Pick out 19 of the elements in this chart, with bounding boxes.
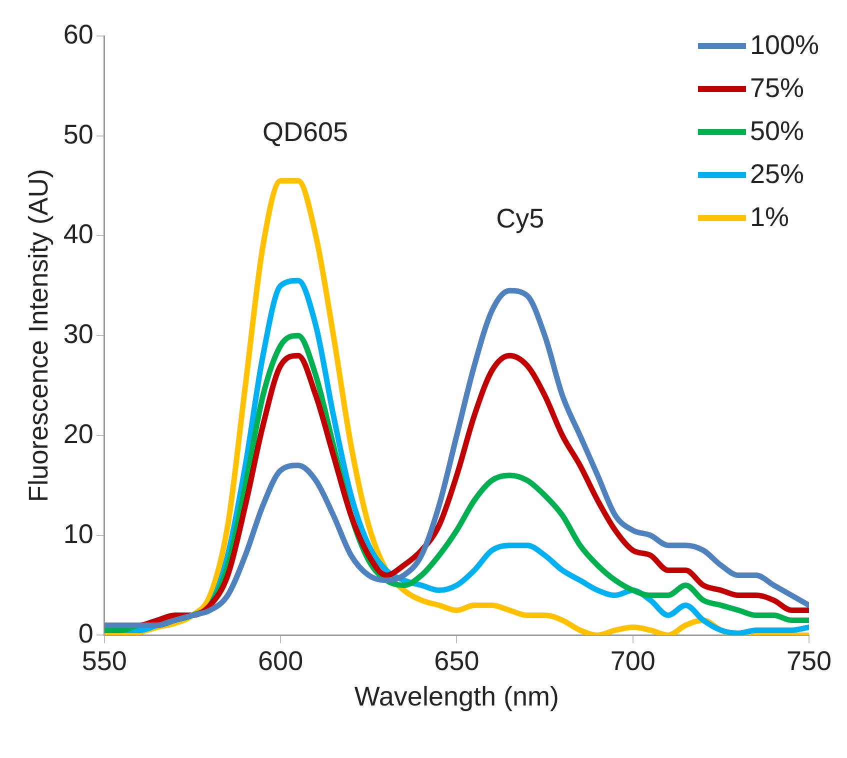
x-tick-label: 750: [786, 646, 832, 676]
y-tick-label: 20: [63, 418, 94, 449]
x-tick-label: 650: [434, 646, 480, 676]
legend-label: 25%: [750, 159, 804, 190]
annotation: Cy5: [496, 204, 544, 234]
x-tick-label: 600: [258, 646, 304, 676]
y-tick-label: 50: [63, 119, 94, 150]
legend-label: 100%: [750, 30, 820, 61]
legend-label: 1%: [750, 202, 790, 233]
legend-label: 75%: [750, 73, 804, 104]
annotation: QD605: [262, 116, 348, 147]
y-tick-label: 40: [63, 219, 94, 250]
y-axis-title: Fluorescence Intensity (AU): [24, 169, 54, 502]
x-axis-title: Wavelength (nm): [354, 681, 560, 712]
x-tick-label: 700: [610, 646, 656, 676]
y-tick-label: 10: [63, 518, 94, 549]
y-tick-label: 30: [63, 319, 94, 350]
legend-label: 50%: [750, 116, 804, 147]
y-tick-label: 60: [63, 19, 94, 50]
